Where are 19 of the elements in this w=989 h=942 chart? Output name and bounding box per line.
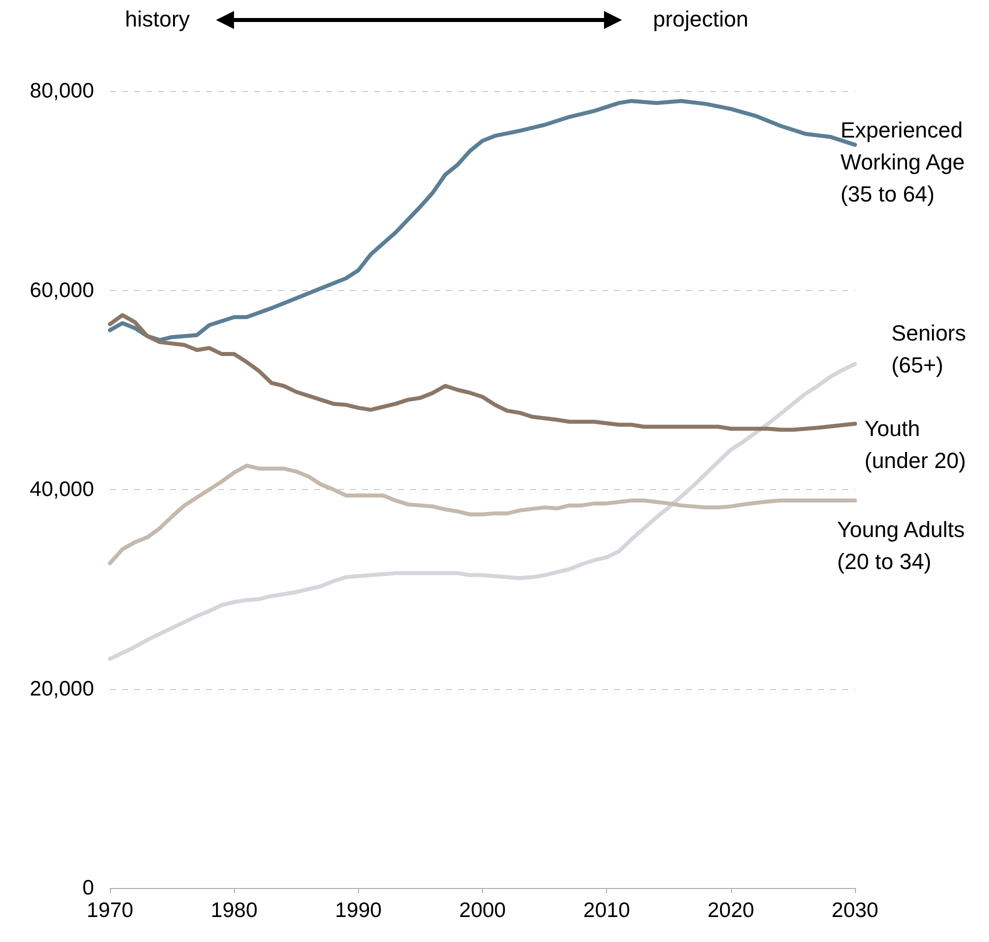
series-label: Seniors (65+) [891, 320, 966, 378]
line-series [108, 313, 857, 432]
series-label: Experienced Working Age (35 to 64) [840, 117, 965, 206]
text: projection [653, 6, 748, 32]
y-tick-label: 0 [82, 876, 94, 900]
x-tick-label: 2030 [832, 899, 878, 922]
y-tick-label: 80,000 [30, 80, 94, 102]
series-label: Youth (under 20) [864, 416, 966, 474]
x-tick-label: 1980 [210, 899, 258, 922]
x-tick-label: 2000 [459, 899, 506, 922]
y-tick-label: 20,000 [30, 677, 94, 700]
x-tick-label: 1990 [334, 899, 382, 922]
x-tick-label: 2010 [583, 899, 630, 922]
series-label: Young Adults (20 to 34) [837, 516, 965, 574]
x-tick-label: 2020 [707, 899, 754, 922]
text: history [125, 6, 190, 32]
y-tick-label: 40,000 [30, 478, 94, 501]
x-tick-label: 1970 [86, 899, 134, 922]
y-tick-label: 60,000 [30, 278, 94, 302]
